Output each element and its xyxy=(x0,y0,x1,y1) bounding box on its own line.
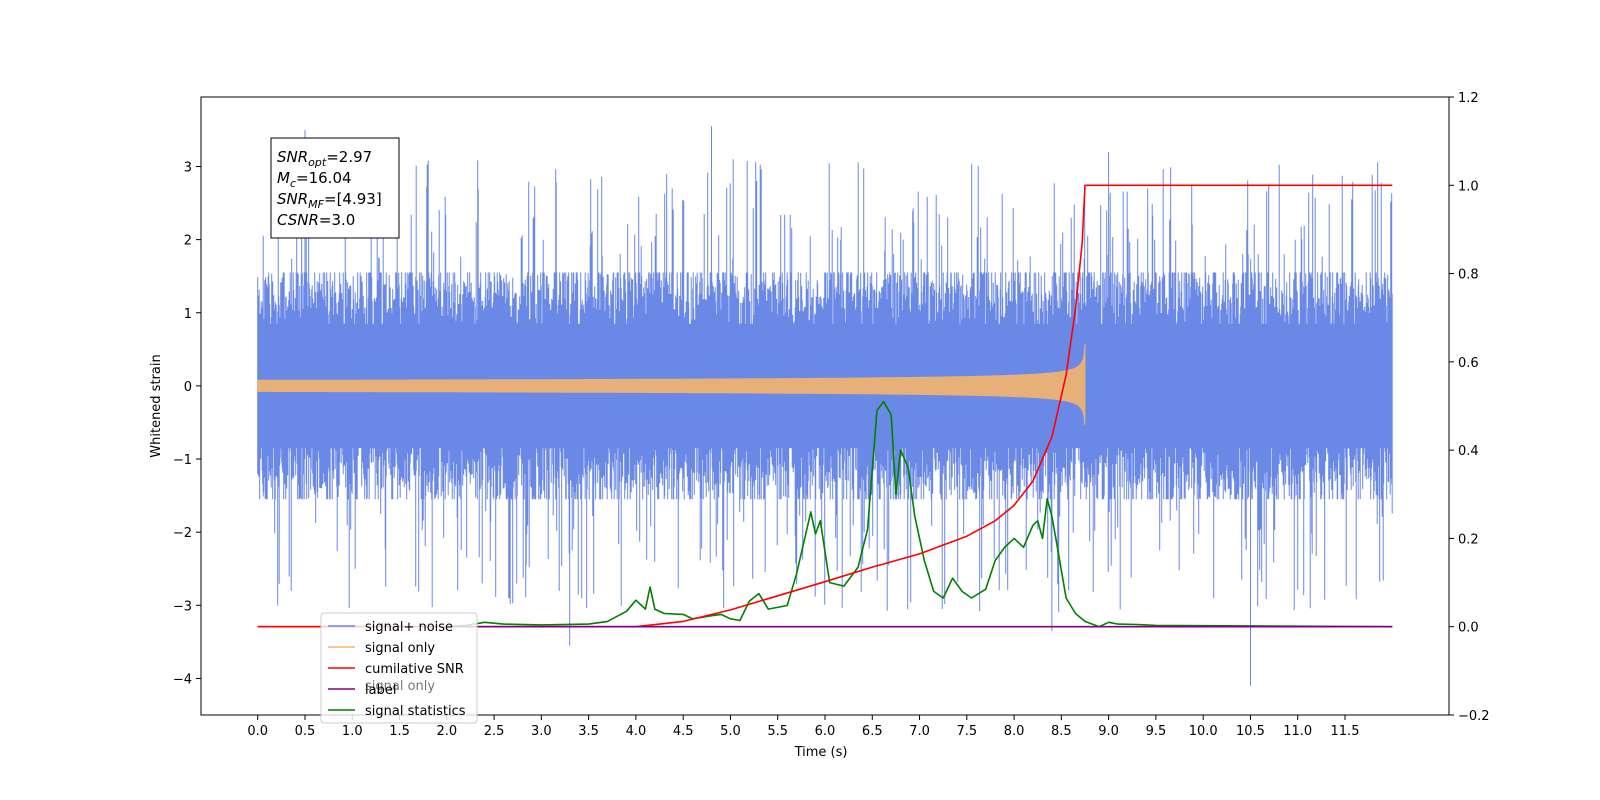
y-tick-label: −4 xyxy=(173,672,192,687)
x-tick-label: 2.0 xyxy=(436,724,457,739)
x-tick-label: 7.0 xyxy=(909,724,930,739)
x-tick-label: 9.0 xyxy=(1098,724,1119,739)
legend-entry: signal+ noise xyxy=(365,620,453,635)
x-tick-label: 8.0 xyxy=(1004,724,1025,739)
y2-tick-label: 1.0 xyxy=(1458,179,1479,194)
x-tick-label: 3.5 xyxy=(578,724,599,739)
x-tick-label: 0.0 xyxy=(247,724,268,739)
annotation-line: CSNR=3.0 xyxy=(277,211,355,229)
y-tick-label: −1 xyxy=(173,453,192,468)
legend-entry: cumilative SNR xyxy=(365,662,464,677)
annotation-line: Mc=16.04 xyxy=(277,169,352,190)
legend-entry: signal only xyxy=(365,641,435,656)
x-tick-label: 6.5 xyxy=(862,724,883,739)
y2-tick-label: 0.2 xyxy=(1458,532,1479,547)
y-tick-label: −2 xyxy=(173,526,192,541)
x-tick-label: 1.0 xyxy=(342,724,363,739)
x-tick-label: 11.0 xyxy=(1283,724,1312,739)
legend-ghost-text: signal only xyxy=(365,679,435,694)
series-signal-only xyxy=(257,343,1086,425)
y2-tick-label: −0.2 xyxy=(1458,709,1490,724)
x-axis-label: Time (s) xyxy=(794,745,848,760)
plot-area xyxy=(257,126,1393,686)
y2-tick-label: 0.8 xyxy=(1458,268,1479,283)
y2-tick-label: 0.0 xyxy=(1458,621,1479,636)
x-tick-label: 10.5 xyxy=(1236,724,1265,739)
x-tick-label: 2.5 xyxy=(484,724,505,739)
y2-tick-label: 0.4 xyxy=(1458,444,1479,459)
y-tick-label: 2 xyxy=(184,234,192,249)
legend-entry: label xyxy=(365,683,396,698)
x-tick-label: 10.0 xyxy=(1189,724,1218,739)
annotation-frame xyxy=(270,137,400,239)
x-tick-label: 0.5 xyxy=(295,724,316,739)
annotation-line: SNRMF=[4.93] xyxy=(277,190,382,211)
x-tick-label: 7.5 xyxy=(956,724,977,739)
legend: signal only signal+ noise signal only cumil… xyxy=(320,612,478,724)
y2-tick-label: 0.6 xyxy=(1458,356,1479,371)
y-axis: −4 −3 −2 −1 0 1 2 3 xyxy=(173,160,201,687)
x-tick-label: 8.5 xyxy=(1051,724,1072,739)
y-tick-label: 0 xyxy=(184,380,192,395)
y2-axis: −0.2 0.0 0.2 0.4 0.6 0.8 1.0 1.2 xyxy=(1449,91,1490,724)
y-tick-label: 1 xyxy=(184,307,192,322)
series-cumulative-snr xyxy=(257,184,1393,628)
y-tick-label: −3 xyxy=(173,599,192,614)
series-signal-statistics xyxy=(257,400,1393,628)
x-axis: 0.0 0.5 1.0 1.5 2.0 2.5 3.0 3.5 4.0 4.5 5.0 5.5 6.0 6… xyxy=(247,715,1359,739)
y2-tick-label: 1.2 xyxy=(1458,91,1479,106)
annotation-line: SNRopt=2.97 xyxy=(277,148,372,169)
x-tick-label: 4.5 xyxy=(673,724,694,739)
x-tick-label: 1.5 xyxy=(389,724,410,739)
y-axis-label: Whitened strain xyxy=(149,354,164,457)
legend-entry: signal statistics xyxy=(365,704,466,719)
x-tick-label: 5.0 xyxy=(720,724,741,739)
x-tick-label: 6.0 xyxy=(815,724,836,739)
legend-frame xyxy=(320,612,478,724)
x-tick-label: 5.5 xyxy=(767,724,788,739)
x-tick-label: 4.0 xyxy=(626,724,647,739)
x-tick-label: 9.5 xyxy=(1146,724,1167,739)
y-tick-label: 3 xyxy=(184,160,192,175)
x-tick-label: 3.0 xyxy=(531,724,552,739)
x-tick-label: 11.5 xyxy=(1331,724,1360,739)
